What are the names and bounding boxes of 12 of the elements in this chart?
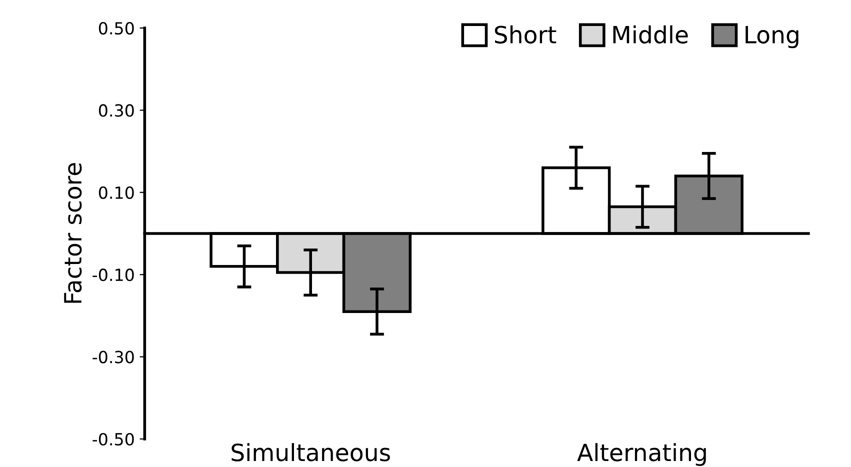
- y-tick-label: -0.30: [92, 350, 134, 364]
- y-axis-title: Factor score: [64, 163, 82, 303]
- y-tick-label: 0.30: [98, 104, 134, 117]
- y-tick-label: 0.50: [98, 22, 134, 35]
- legend-label: Middle: [613, 25, 688, 44]
- y-tick-label: -0.50: [92, 432, 134, 446]
- y-tick-label: -0.10: [92, 268, 134, 282]
- legend-label: Short: [494, 25, 556, 44]
- y-tick-label: 0.10: [98, 186, 134, 199]
- legend-label: Long: [746, 26, 798, 48]
- x-tick-label: Alternating: [577, 443, 706, 466]
- x-tick-label: Simultaneous: [232, 443, 390, 462]
